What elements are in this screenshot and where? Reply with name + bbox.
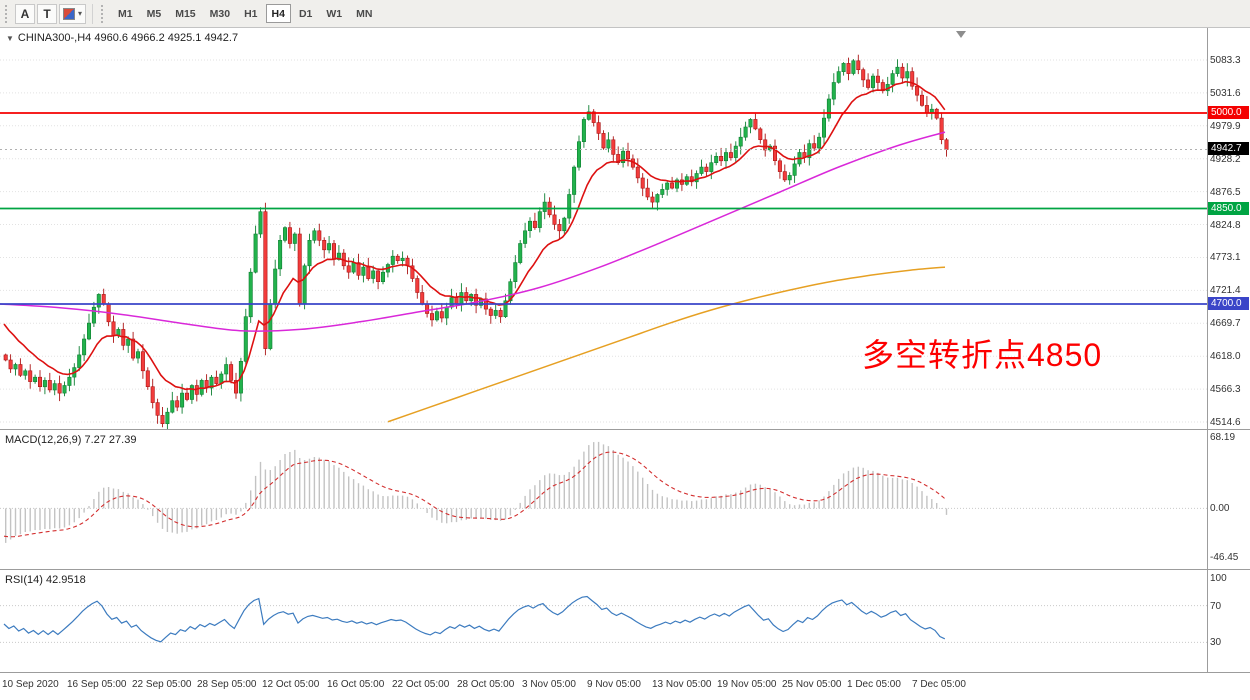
chart-shift-marker-icon[interactable] bbox=[956, 31, 966, 38]
timeframe-button-m15[interactable]: M15 bbox=[169, 4, 201, 23]
chart-symbol-title: ▼ CHINA300-,H4 4960.6 4966.2 4925.1 4942.… bbox=[6, 32, 238, 44]
y-axis-label: 4979.9 bbox=[1210, 120, 1241, 132]
text-label-tool-button[interactable]: T bbox=[37, 3, 57, 24]
x-axis-label: 1 Dec 05:00 bbox=[847, 679, 901, 690]
x-axis-label: 22 Oct 05:00 bbox=[392, 679, 450, 690]
hline-price-badge: 5000.0 bbox=[1208, 106, 1249, 120]
y-axis-label: 5083.3 bbox=[1210, 55, 1241, 66]
x-axis-label: 28 Oct 05:00 bbox=[457, 679, 515, 690]
x-axis-label: 16 Sep 05:00 bbox=[67, 679, 127, 690]
macd-scale-label: 0.00 bbox=[1210, 503, 1230, 515]
main-price-chart[interactable] bbox=[0, 28, 1207, 430]
y-axis-label: 5031.6 bbox=[1210, 87, 1241, 99]
symbol-ohlc-text: CHINA300-,H4 4960.6 4966.2 4925.1 4942.7 bbox=[17, 32, 239, 44]
pane-resize-handle[interactable] bbox=[0, 569, 1250, 570]
current-price-badge: 4942.7 bbox=[1208, 142, 1249, 156]
y-axis-label: 4928.2 bbox=[1210, 153, 1241, 165]
y-axis-label: 4566.3 bbox=[1210, 384, 1241, 396]
chart-text-annotation[interactable]: 多空转折点4850 bbox=[862, 337, 1103, 373]
rsi-scale-label: 30 bbox=[1210, 637, 1222, 649]
rsi-panel-chart[interactable] bbox=[0, 570, 1207, 672]
x-axis-label: 13 Nov 05:00 bbox=[652, 679, 712, 690]
rsi-scale-label: 100 bbox=[1210, 573, 1227, 584]
y-axis-label: 4514.6 bbox=[1210, 417, 1241, 428]
toolbar: A T ▾ M1 M5 M15 M30 H1 H4 D1 W1 MN bbox=[0, 0, 1250, 28]
x-axis-label: 7 Dec 05:00 bbox=[912, 679, 966, 690]
timeframe-group: M1 M5 M15 M30 H1 H4 D1 W1 MN bbox=[111, 4, 379, 23]
price-axis-border bbox=[1207, 28, 1208, 672]
timeframe-button-h1[interactable]: H1 bbox=[238, 4, 263, 23]
chevron-down-icon: ▾ bbox=[78, 9, 83, 18]
time-axis-separator bbox=[0, 672, 1250, 673]
x-axis-label: 10 Sep 2020 bbox=[2, 679, 59, 690]
macd-indicator-label: MACD(12,26,9) 7.27 27.39 bbox=[5, 434, 137, 446]
x-axis-label: 22 Sep 05:00 bbox=[132, 679, 192, 690]
rsi-scale-label: 70 bbox=[1210, 600, 1222, 612]
timeframe-button-d1[interactable]: D1 bbox=[293, 4, 318, 23]
timeframe-button-w1[interactable]: W1 bbox=[320, 4, 348, 23]
y-axis-label: 4669.7 bbox=[1210, 318, 1241, 330]
pane-resize-handle[interactable] bbox=[0, 429, 1250, 430]
timeframe-button-m1[interactable]: M1 bbox=[112, 4, 139, 23]
timeframe-button-mn[interactable]: MN bbox=[350, 4, 378, 23]
toolbar-grip[interactable] bbox=[101, 4, 105, 23]
palette-icon bbox=[63, 7, 75, 20]
y-axis-label: 4773.1 bbox=[1210, 252, 1241, 264]
text-tool-button[interactable]: A bbox=[15, 3, 35, 24]
timeframe-button-m30[interactable]: M30 bbox=[204, 4, 236, 23]
timeframe-button-m5[interactable]: M5 bbox=[141, 4, 168, 23]
toolbar-grip[interactable] bbox=[5, 4, 9, 23]
y-axis-label: 4824.8 bbox=[1210, 219, 1241, 231]
x-axis-label: 9 Nov 05:00 bbox=[587, 679, 641, 690]
y-axis-label: 4876.5 bbox=[1210, 186, 1241, 198]
rsi-indicator-label: RSI(14) 42.9518 bbox=[5, 574, 86, 586]
macd-scale-label: -46.45 bbox=[1210, 552, 1239, 563]
hline-price-badge: 4700.0 bbox=[1208, 296, 1249, 310]
x-axis-label: 12 Oct 05:00 bbox=[262, 679, 320, 690]
timeframe-button-h4[interactable]: H4 bbox=[265, 4, 291, 23]
collapse-triangle-icon[interactable]: ▼ bbox=[6, 34, 14, 43]
x-axis-label: 25 Nov 05:00 bbox=[782, 679, 842, 690]
y-axis-label: 4618.0 bbox=[1210, 351, 1241, 363]
toolbar-separator bbox=[92, 3, 94, 24]
y-axis-label: 4721.4 bbox=[1210, 285, 1241, 297]
x-axis-label: 16 Oct 05:00 bbox=[327, 679, 385, 690]
x-axis-label: 3 Nov 05:00 bbox=[522, 679, 576, 690]
x-axis-label: 28 Sep 05:00 bbox=[197, 679, 257, 690]
macd-panel-chart[interactable] bbox=[0, 430, 1207, 570]
x-axis-label: 19 Nov 05:00 bbox=[717, 679, 777, 690]
macd-scale-label: 68.19 bbox=[1210, 432, 1236, 443]
color-picker-dropdown[interactable]: ▾ bbox=[59, 3, 87, 24]
hline-price-badge: 4850.0 bbox=[1208, 201, 1249, 215]
